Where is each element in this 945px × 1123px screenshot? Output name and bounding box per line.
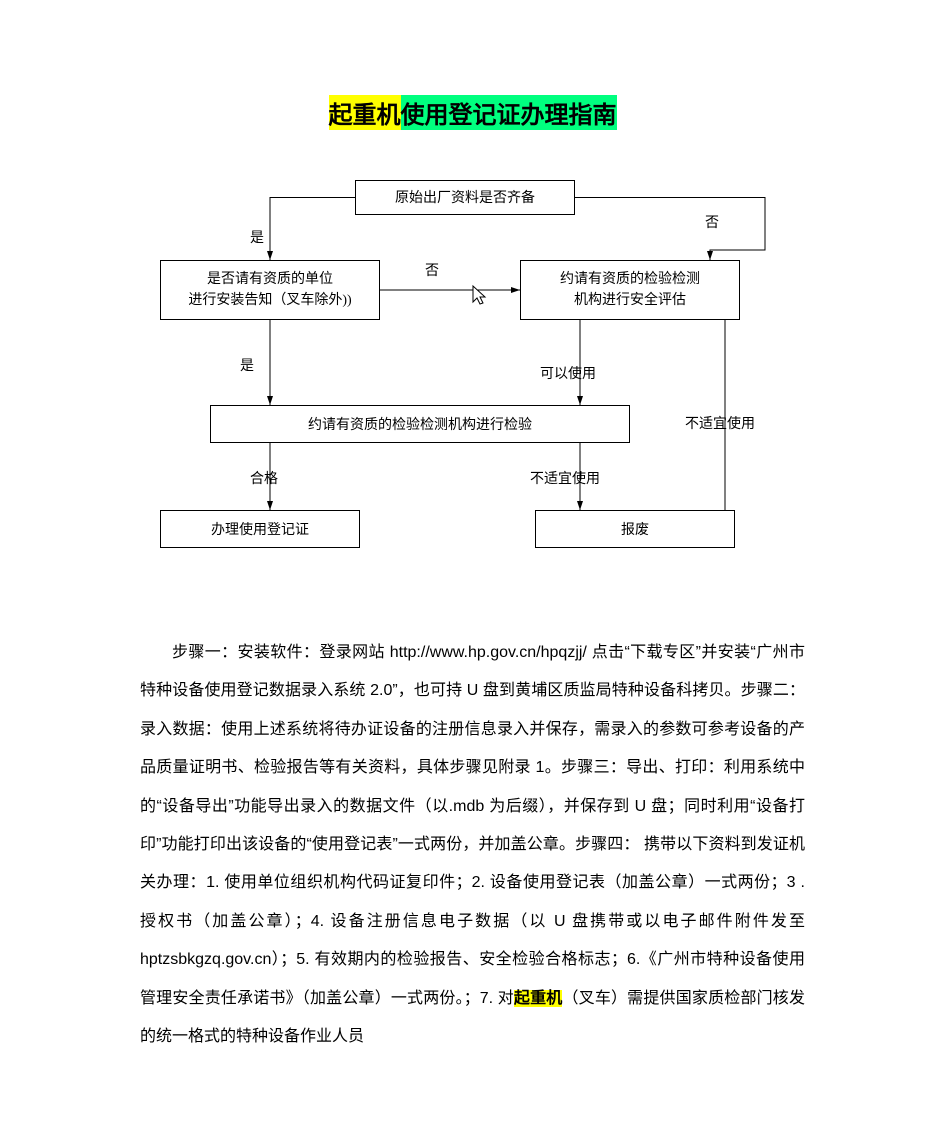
- edge-label-pass: 合格: [250, 468, 278, 488]
- body-paragraph: 步骤一：安装软件：登录网站 http://www.hp.gov.cn/hpqzj…: [140, 634, 805, 1056]
- title-part2: 使用登记证办理指南: [401, 95, 617, 130]
- flow-node-label: 是否请有资质的单位: [161, 261, 379, 290]
- flow-node-label: 报废: [536, 511, 734, 541]
- flow-node-issue-cert: 办理使用登记证: [160, 510, 360, 548]
- edge-label-no2: 否: [425, 260, 439, 280]
- flow-node-label: 办理使用登记证: [161, 511, 359, 541]
- flow-node-install-notice: 是否请有资质的单位 进行安装告知（叉车除外)): [160, 260, 380, 320]
- edge-label-bad1: 不适宜使用: [685, 413, 755, 433]
- edge-label-no1: 否: [705, 212, 719, 232]
- edge-label-ok: 可以使用: [540, 363, 596, 383]
- flow-node-inspection: 约请有资质的检验检测机构进行检验: [210, 405, 630, 443]
- page: 起重机使用登记证办理指南: [0, 0, 945, 1123]
- body-text-1: 步骤一：安装软件：登录网站 http://www.hp.gov.cn/hpqzj…: [140, 644, 805, 1007]
- edge-label-yes1: 是: [250, 227, 264, 247]
- flow-node-scrap: 报废: [535, 510, 735, 548]
- flowchart: 原始出厂资料是否齐备 是否请有资质的单位 进行安装告知（叉车除外)) 约请有资质…: [150, 170, 790, 590]
- flow-node-source-docs: 原始出厂资料是否齐备: [355, 180, 575, 215]
- flow-node-label: 原始出厂资料是否齐备: [356, 181, 574, 209]
- edge-label-bad2: 不适宜使用: [530, 468, 600, 488]
- flow-node-label: 机构进行安全评估: [521, 290, 739, 311]
- flow-node-label: 进行安装告知（叉车除外)): [161, 290, 379, 311]
- body-keyword: 起重机: [514, 990, 563, 1007]
- edge-label-yes2: 是: [240, 355, 254, 375]
- flow-node-label: 约请有资质的检验检测: [521, 261, 739, 290]
- title-part1: 起重机: [329, 95, 401, 130]
- flow-node-safety-eval: 约请有资质的检验检测 机构进行安全评估: [520, 260, 740, 320]
- flow-node-label: 约请有资质的检验检测机构进行检验: [211, 406, 629, 436]
- page-title-row: 起重机使用登记证办理指南: [0, 95, 945, 130]
